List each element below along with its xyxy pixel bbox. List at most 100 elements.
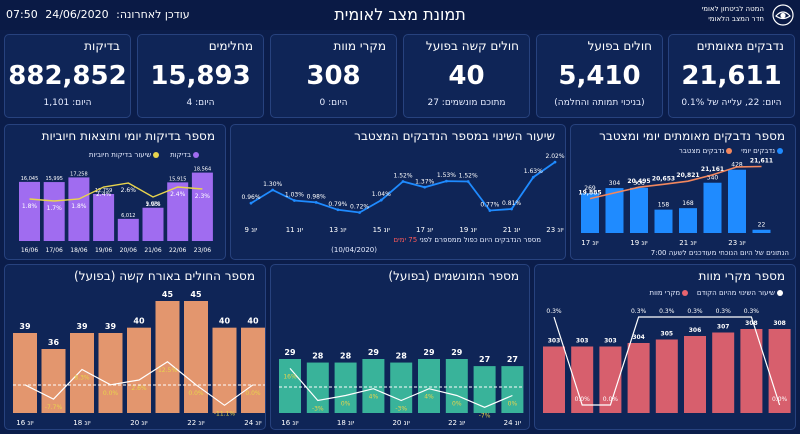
kpi-title: נדבקים מאומתים: [696, 39, 784, 53]
x-tick-label: 20/06: [120, 247, 137, 254]
legend-positive-label: שיעור בדיקות חיוביות: [88, 151, 152, 159]
change-label: 4%: [424, 394, 434, 401]
bar-value-label: 45: [162, 290, 174, 299]
positive-rate-label: 1.8%: [71, 203, 87, 210]
kpi-card-deaths: מקרי מוות 308 היום: 0: [270, 34, 397, 118]
x-tick-label: יונ 19: [630, 239, 648, 247]
legend-cumulative-label: נדבקים מצטבר: [678, 147, 725, 155]
legend: בדיקות שיעור בדיקות חיוביות: [89, 151, 201, 159]
panel-title: שיעור השינוי במספר הנדבקים המצטבר: [354, 129, 555, 143]
daily-bar-label: 168: [682, 200, 694, 207]
x-tick-label: יונ 15: [373, 226, 391, 234]
bar-value-label: 29: [423, 348, 435, 357]
growth-label: 0.98%: [307, 193, 326, 200]
change-label: 0%: [452, 400, 462, 407]
bar-value-label: 29: [451, 348, 463, 357]
x-tick-label: 18/06: [70, 247, 87, 254]
confirmed-chart: 269 304 306 158 168 340 428 22 19,885 20,495 20,65…: [578, 158, 773, 247]
growth-point: [423, 185, 427, 189]
x-tick-label: יונ 23: [546, 226, 564, 234]
bar-value-label: 40: [133, 317, 145, 326]
growth-point: [314, 201, 318, 204]
bar: [41, 349, 66, 413]
change-label: 16%: [283, 373, 297, 380]
daily-bar-label: 269: [584, 185, 596, 192]
growth-point: [466, 180, 470, 183]
bar: [155, 301, 180, 413]
bar-value-label: 39: [19, 322, 31, 331]
x-tick-label: 19/06: [95, 247, 112, 254]
tests-bar-label: 17,258: [70, 171, 88, 177]
growth-label: 1.53%: [437, 172, 456, 179]
bar: [127, 327, 151, 413]
bar-value-label: 303: [576, 338, 589, 345]
change-label: 0.3%: [631, 308, 647, 315]
tests-bar: [43, 182, 65, 241]
daily-bar-label: 340: [707, 175, 719, 182]
kpi-subtext: היום: 1,101: [43, 98, 92, 108]
bar: [184, 301, 208, 413]
bar-value-label: 29: [284, 348, 296, 357]
daily-bar-label: 306: [633, 180, 645, 187]
growth-label: 1.03%: [285, 191, 304, 198]
tests-bar-label: 12,759: [95, 188, 113, 194]
kpi-value: 40: [448, 61, 485, 91]
bar: [473, 366, 496, 413]
doubling-note-days: 75 ימים: [393, 236, 418, 244]
legend-deaths-icon: [682, 290, 689, 296]
bar: [418, 359, 440, 413]
x-tick-label: יונ 18: [337, 419, 355, 427]
bar: [70, 333, 94, 413]
panel-growth-rate: שיעור השינוי במספר הנדבקים המצטבר 0.96% 1…: [230, 124, 566, 260]
bar: [684, 336, 706, 413]
last-updated-label: עודכן לאחרונה:: [116, 8, 190, 21]
daily-bar: [752, 229, 771, 233]
bar-value-label: 304: [632, 334, 645, 341]
x-tick-label: יונ 19: [459, 226, 477, 234]
growth-point: [488, 209, 492, 212]
panel-title: מספר המונשמים (בפועל): [388, 269, 519, 283]
x-tick-label: יונ 21: [679, 239, 697, 247]
daily-bar: [605, 188, 624, 233]
change-label: 0.0%: [245, 390, 261, 397]
daily-bar: [679, 208, 697, 233]
bar-value-label: 28: [340, 352, 352, 361]
x-tick-label: 23/06: [194, 247, 211, 254]
growth-point: [510, 207, 513, 211]
growth-label: 1.37%: [415, 178, 434, 185]
x-tick-label: יונ 20: [392, 419, 410, 427]
legend-tests-icon: [193, 152, 199, 158]
ventilated-chart: 29 28 28 29 28 29 29 27 27 16% -3% 0% 4% -3% 4% 0% -7% 0%…: [279, 348, 524, 427]
positive-rate-label: 1.9%: [145, 201, 161, 208]
change-label: 0.3%: [716, 308, 732, 315]
org-name: המטה לביטחון לאומי חדר המצב הלאומי: [702, 4, 764, 24]
cumulative-label: 20,653: [652, 175, 675, 182]
bar-value-label: 27: [479, 355, 490, 364]
bar: [13, 333, 37, 413]
x-tick-label: 21/06: [144, 247, 161, 254]
kpi-value: 5,410: [558, 61, 641, 91]
change-label: -3%: [395, 406, 407, 413]
change-label: 0.0%: [103, 390, 119, 397]
change-label: 0.0%: [188, 390, 204, 397]
kpi-title: בדיקות: [84, 39, 120, 53]
bar: [241, 327, 265, 413]
tests-bar: [142, 207, 164, 241]
daily-bar-label: 428: [731, 162, 743, 169]
page-title: תמונת מצב לאומית: [334, 5, 466, 24]
daily-bar: [630, 187, 648, 233]
bar: [279, 359, 301, 413]
bar: [212, 327, 237, 413]
last-updated-date: 24/06/2020: [45, 8, 109, 21]
kpi-subtext: היום: 0: [319, 98, 348, 108]
tests-bar-label: 15,995: [45, 176, 63, 182]
kpi-title: חולים קשה בפועל: [425, 39, 519, 53]
growth-point: [445, 179, 448, 183]
doubling-note-date: (10/04/2020): [331, 246, 377, 254]
bar: [334, 362, 357, 413]
bar: [712, 332, 735, 413]
tests-bar: [191, 172, 213, 241]
daily-bar-label: 304: [609, 180, 621, 187]
doubling-note: מספר הנדבקים היום כפול ממספרם לפני 75 ימ…: [394, 236, 541, 244]
kpi-subtext: מתוכם מונשמים: 27: [427, 98, 506, 108]
